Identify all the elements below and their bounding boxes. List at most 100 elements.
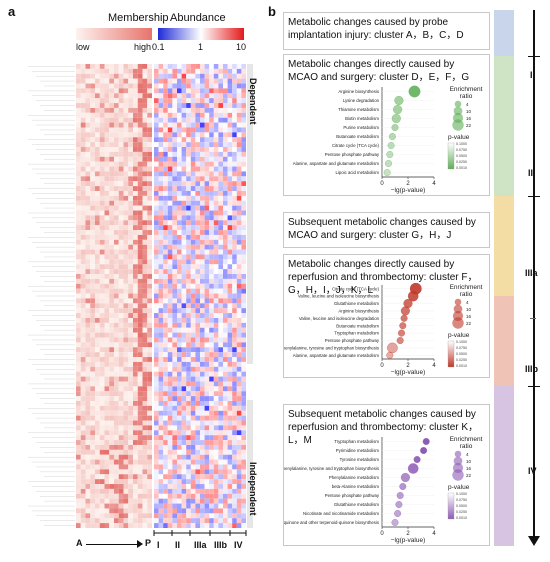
abundance-cell [209,190,214,196]
membership-cell [99,78,105,84]
membership-cell [118,459,124,465]
membership-cell [109,249,114,255]
abundance-cell [218,396,223,402]
abundance-cell [163,225,168,231]
abundance-cell [200,264,205,270]
membership-cell [128,190,133,196]
membership-cell [95,464,100,470]
abundance-cell [190,278,196,284]
membership-cell [114,293,119,299]
membership-cell [109,513,114,519]
abundance-cell [232,220,237,226]
abundance-cell [236,132,242,138]
abundance-cell [154,405,159,411]
abundance-cell [236,484,242,489]
membership-cell [99,401,105,406]
abundance-cell [154,342,159,348]
membership-cell [137,405,143,411]
membership-cell [76,303,81,309]
stage-label-ii: II [528,168,534,178]
membership-cell [142,317,148,323]
membership-cell [109,132,114,138]
abundance-cell [181,225,187,231]
membership-cell [128,415,133,421]
abundance-cell [172,322,177,328]
membership-cell [109,142,114,148]
abundance-cell [163,161,168,167]
abundance-cell [223,498,228,504]
membership-cell [90,112,95,118]
abundance-cell [227,112,233,118]
membership-cell [137,391,143,397]
abundance-cell [172,317,177,323]
abundance-cell [163,195,168,201]
membership-cell [76,474,81,480]
membership-cell [95,391,100,397]
abundance-cell [167,298,173,304]
abundance-cell [236,327,242,333]
membership-cell [85,122,91,128]
abundance-cell [227,288,233,294]
abundance-cell [218,186,223,191]
abundance-cell [200,107,205,113]
abundance-cell [223,513,228,519]
abundance-cell [209,459,214,465]
membership-cell [85,147,91,152]
abundance-cell [236,337,242,343]
membership-cell [142,469,148,475]
membership-cell [104,313,110,318]
abundance-cell [177,195,182,201]
abundance-cell [209,317,214,323]
abundance-cell [167,381,173,387]
abundance-cell [177,317,182,323]
membership-cell [80,332,86,338]
abundance-cell [200,303,205,309]
abundance-cell [154,352,159,358]
membership-cell [90,357,95,362]
abundance-cell [181,98,187,104]
abundance-cell [213,391,219,397]
abundance-cell [195,327,200,333]
abundance-cell [200,347,205,353]
membership-cell [114,132,119,138]
abundance-cell [172,288,177,294]
membership-cell [109,107,114,113]
abundance-cell [200,440,205,445]
abundance-cell [163,415,168,421]
membership-cell [109,93,114,99]
abundance-cell [190,107,196,113]
membership-cell [133,64,138,69]
membership-cell [118,166,124,172]
membership-cell [109,459,114,465]
membership-cell [90,361,95,367]
membership-cell [123,361,129,367]
abundance-cell [200,298,205,304]
membership-cell [114,278,119,284]
membership-cell [142,449,148,455]
abundance-cell [195,386,200,392]
abundance-cell [200,161,205,167]
abundance-cell [204,239,210,245]
membership-cell [104,234,110,240]
pvalue-colorbar [447,340,455,368]
membership-cell [104,459,110,465]
abundance-cell [172,64,177,69]
membership-cell [123,107,129,113]
membership-cell [118,195,124,201]
membership-cell [76,186,81,191]
abundance-cell [204,488,210,494]
abundance-cell [213,444,219,450]
box-reperfusion-subsequent: Subsequent metabolic changes caused by r… [283,404,490,546]
membership-cell [80,88,86,94]
membership-cell [128,435,133,441]
membership-cell [99,171,105,177]
abundance-cell [186,93,191,99]
abundance-cell [177,205,182,211]
membership-cell [76,347,81,353]
x-tick-label: 2 [406,531,410,537]
abundance-cell [232,332,237,338]
abundance-cell [186,215,191,221]
abundance-cell [213,171,219,177]
abundance-cell [163,127,168,133]
membership-cell [109,303,114,309]
